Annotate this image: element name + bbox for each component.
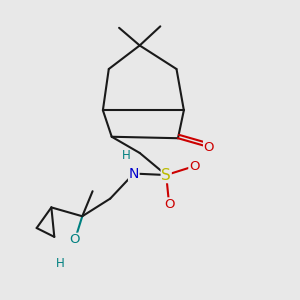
Text: H: H xyxy=(56,257,64,270)
Text: N: N xyxy=(129,167,139,181)
Text: H: H xyxy=(122,149,131,162)
Text: S: S xyxy=(161,167,171,182)
Text: O: O xyxy=(189,160,200,173)
Text: O: O xyxy=(204,141,214,154)
Text: O: O xyxy=(164,198,174,211)
Text: O: O xyxy=(70,233,80,246)
